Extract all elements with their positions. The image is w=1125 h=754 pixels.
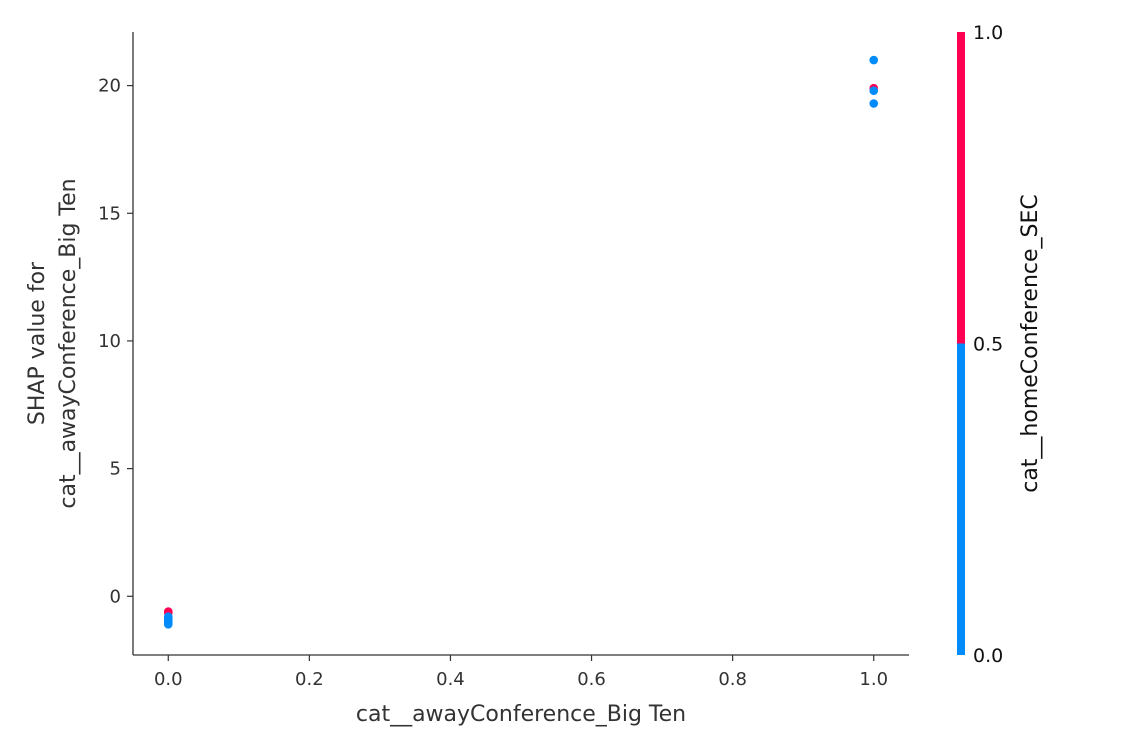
colorbar-tick-label: 0.0 <box>973 645 1003 667</box>
y-axis-label: SHAP value for cat__awayConference_Big Te… <box>25 178 81 508</box>
y-tick-label: 5 <box>110 459 121 480</box>
x-tick-label: 0.6 <box>577 669 606 690</box>
x-tick-label: 1.0 <box>859 669 888 690</box>
colorbar-tick-label: 1.0 <box>973 22 1003 44</box>
data-point <box>869 55 879 65</box>
x-tick-label: 0.2 <box>295 669 324 690</box>
data-point <box>869 99 879 108</box>
data-point <box>869 86 879 96</box>
data-point <box>163 620 173 629</box>
x-axis-label: cat__awayConference_Big Ten <box>356 702 686 727</box>
x-tick-label: 0.0 <box>154 669 183 690</box>
x-tick-label: 0.4 <box>436 669 465 690</box>
colorbar-high-segment <box>957 32 965 344</box>
y-axis-label-line: SHAP value for <box>25 261 50 425</box>
y-tick-label: 15 <box>98 203 121 224</box>
y-tick-label: 10 <box>98 331 121 352</box>
y-axis-label-line: cat__awayConference_Big Ten <box>56 178 81 508</box>
y-tick-label: 20 <box>98 76 121 97</box>
colorbar-low-segment <box>957 343 965 655</box>
x-tick-label: 0.8 <box>718 669 747 690</box>
y-tick-label: 0 <box>110 586 121 607</box>
colorbar-tick-label: 0.5 <box>973 334 1003 356</box>
colorbar-label: cat__homeConference_SEC <box>1018 194 1043 493</box>
